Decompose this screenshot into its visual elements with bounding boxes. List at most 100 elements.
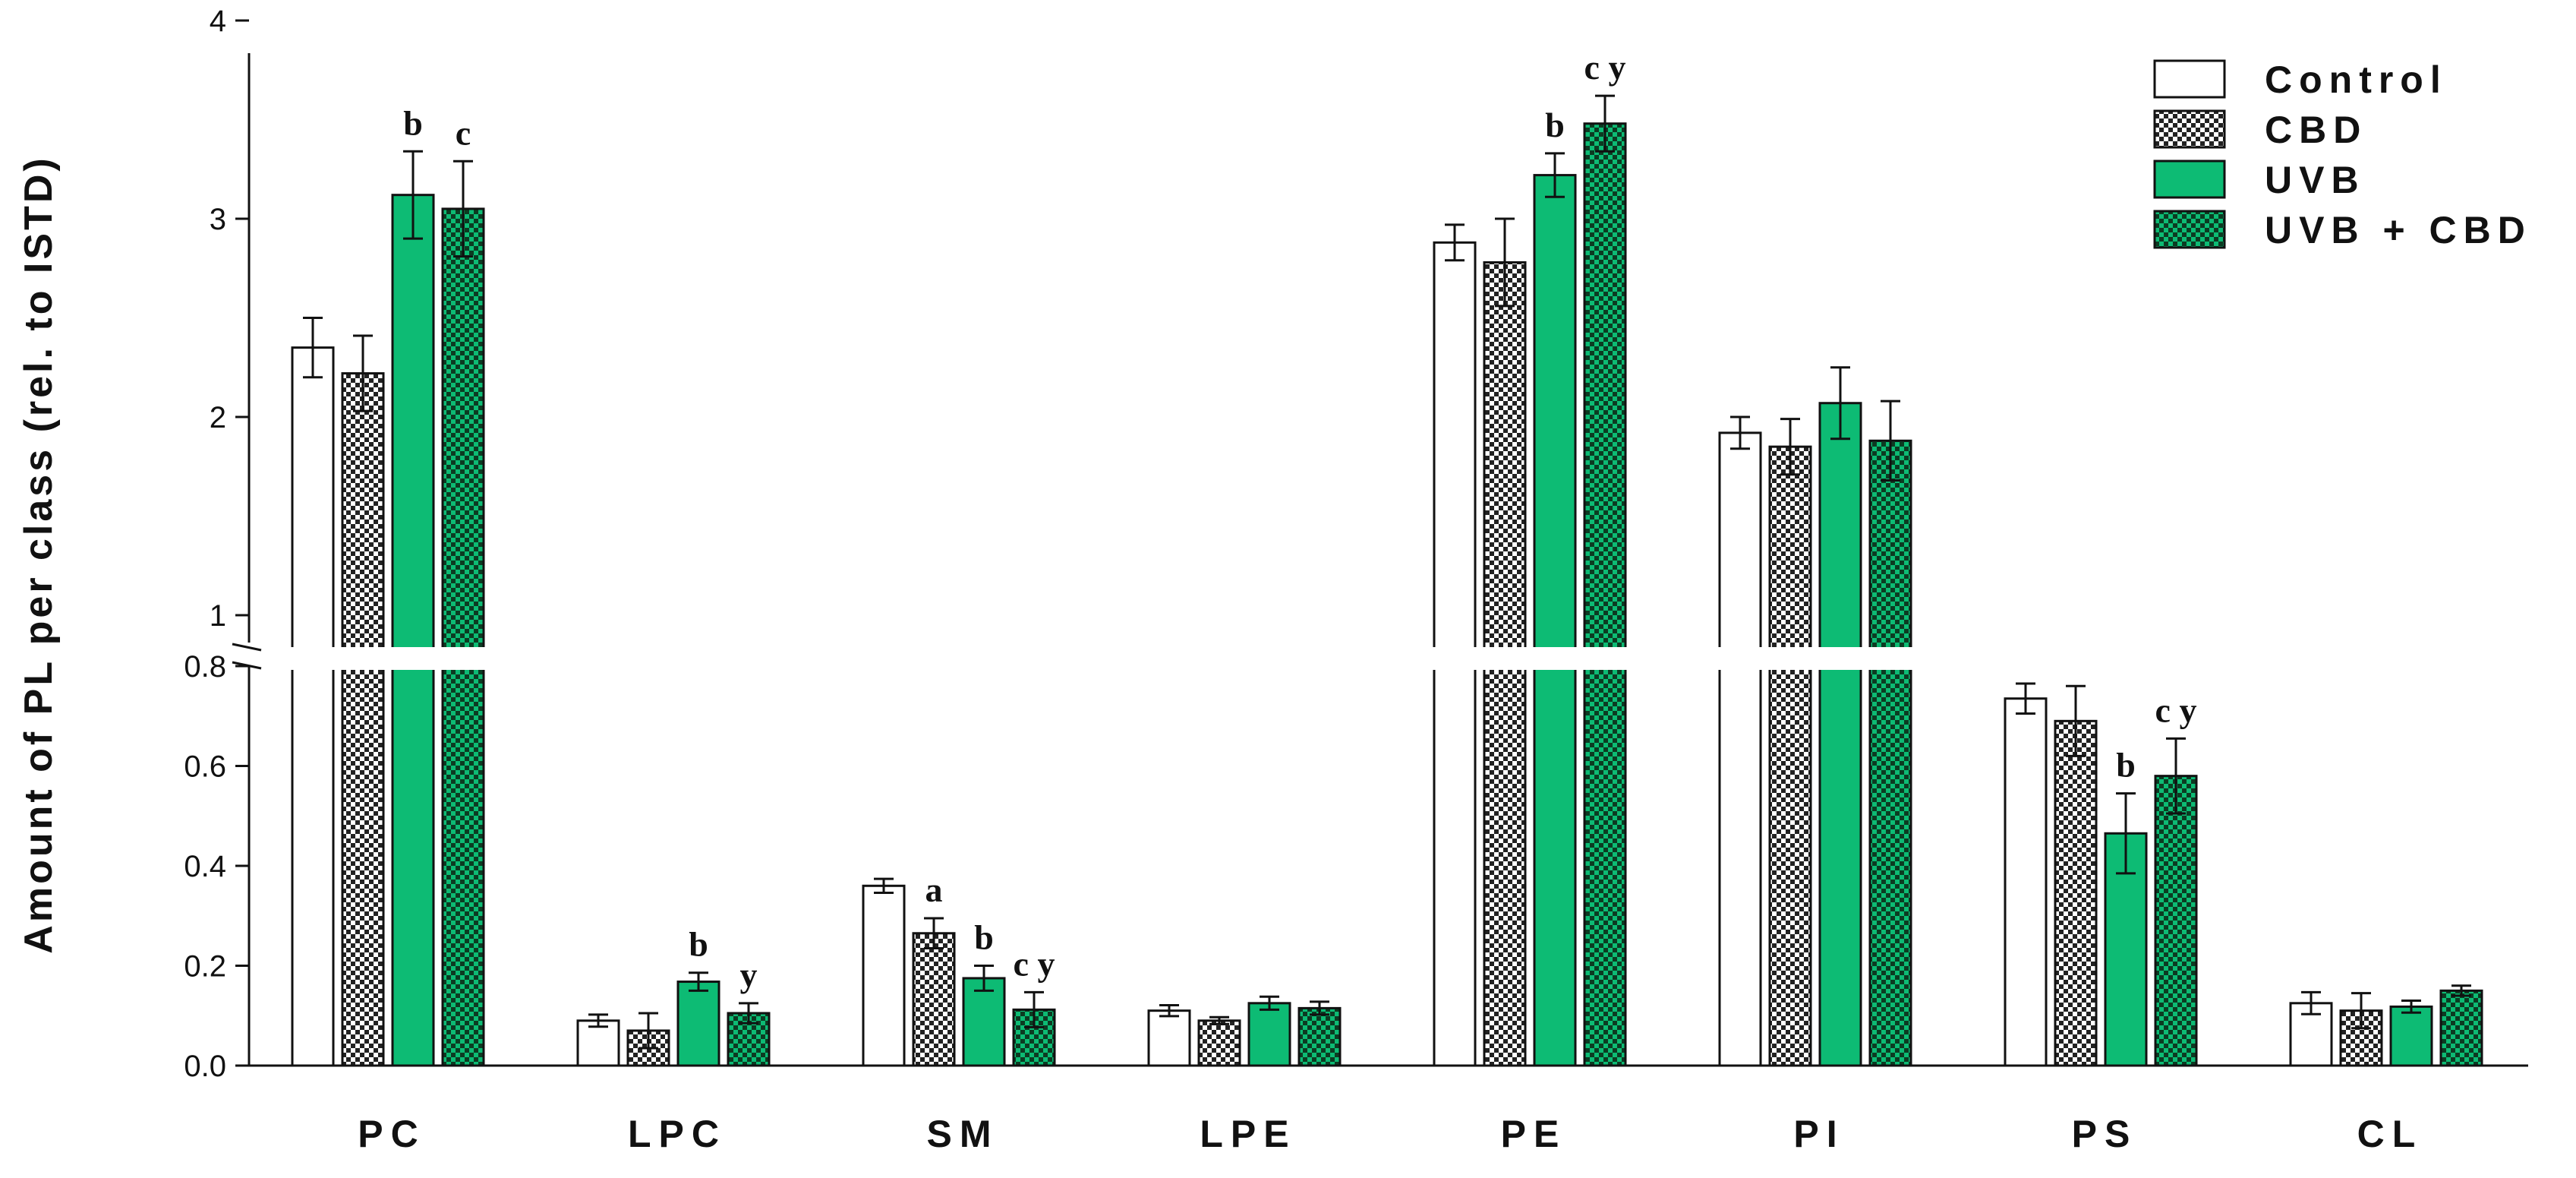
y-tick-label: 0.4 [184, 850, 226, 883]
y-tick-label: 0.8 [184, 650, 226, 684]
bar-pi-uvb [1818, 402, 1862, 1067]
bar-pc-cbd [341, 372, 385, 1067]
bar-ps-cbd [2054, 719, 2098, 1067]
error-bar [303, 317, 323, 379]
bar-pc-control [291, 346, 335, 1067]
error-bar [1595, 94, 1615, 153]
significance-label: c y [2155, 690, 2197, 729]
x-tick-label-pi: PI [1793, 1113, 1844, 1155]
legend-item: UVB + CBD [2153, 209, 2532, 251]
axes-layer [232, 19, 2528, 1067]
error-bar [1780, 418, 1800, 476]
error-bar [2066, 684, 2086, 757]
legend-label: Control [2265, 58, 2448, 101]
error-bar [1310, 1000, 1329, 1016]
legend-item: Control [2153, 58, 2448, 101]
bar-ps-control [2004, 697, 2048, 1067]
y-tick-label: 0.0 [184, 1050, 226, 1083]
error-bar [1730, 415, 1750, 450]
legend-swatch [2153, 210, 2226, 249]
error-bar [453, 159, 473, 258]
error-bar [1024, 990, 1044, 1028]
legend-label: CBD [2265, 109, 2367, 151]
bar-pe-uvb-cbd [1583, 122, 1627, 1067]
bar-pi-cbd [1768, 445, 1812, 1067]
y-tick-label: 3 [210, 203, 226, 236]
legend-label: UVB + CBD [2265, 209, 2532, 251]
error-bar [638, 1012, 658, 1050]
error-bar [2401, 1000, 2421, 1014]
break-band [219, 647, 2536, 670]
break-mark-top [232, 643, 262, 652]
legend-swatch [2153, 159, 2226, 199]
legend-item: UVB [2153, 159, 2366, 201]
significance-label: c y [1584, 48, 1626, 87]
error-bar [974, 965, 994, 992]
x-tick-label-pc: PC [358, 1113, 425, 1155]
x-tick-label-lpe: LPE [1200, 1113, 1296, 1155]
error-bar [1445, 223, 1465, 262]
error-bar [1830, 366, 1850, 441]
bar-sm-uvb [962, 977, 1006, 1067]
error-bar [1495, 217, 1515, 308]
error-bar [1260, 995, 1279, 1011]
significance-label: c [456, 113, 471, 152]
significance-label: b [974, 918, 994, 957]
legend-swatch [2153, 59, 2226, 99]
bars-layer [291, 122, 2483, 1067]
x-tick-label-cl: CL [2357, 1113, 2423, 1155]
bar-lpc-uvb [676, 981, 720, 1067]
error-bar [1159, 1003, 1179, 1018]
error-bar [874, 877, 894, 895]
y-tick-label: 2 [210, 401, 226, 434]
y-tick-label: 0.6 [184, 750, 226, 784]
y-tick-label: 4 [210, 5, 226, 38]
significance-label: b [1545, 106, 1565, 144]
error-bar [353, 334, 373, 412]
bar-lpe-uvb [1247, 1002, 1291, 1067]
bar-pi-control [1718, 431, 1762, 1067]
bar-pc-uvb-cbd [441, 207, 485, 1067]
bar-cl-uvb [2389, 1005, 2433, 1067]
significance-label: b [689, 925, 708, 964]
error-bar [1881, 400, 1900, 482]
significance-label: b [403, 103, 423, 142]
y-axis-label: Amount of PL per class (rel. to ISTD) [17, 155, 61, 953]
error-bar [2016, 682, 2035, 715]
significance-label: a [925, 870, 943, 909]
error-bars-layer [303, 94, 2471, 1050]
error-bar [2116, 792, 2136, 875]
y-tick-label: 0.2 [184, 950, 226, 984]
y-tick-label: 1 [210, 599, 226, 633]
error-bar [588, 1013, 608, 1028]
error-bar [2451, 984, 2471, 997]
bar-lpe-uvb-cbd [1297, 1006, 1342, 1067]
significance-label: b [2116, 746, 2136, 785]
legend-item: CBD [2153, 109, 2367, 151]
bar-sm-cbd [912, 932, 956, 1067]
bar-sm-control [862, 884, 906, 1067]
x-tick-label-lpc: LPC [628, 1113, 727, 1155]
axis-break-gap [219, 647, 2536, 670]
error-bar [1209, 1015, 1229, 1025]
legend-swatch [2153, 109, 2226, 149]
bar-lpe-cbd [1197, 1019, 1241, 1067]
error-bar [403, 150, 423, 240]
x-tick-label-ps: PS [2072, 1113, 2138, 1155]
error-bar [2166, 737, 2186, 815]
bar-pi-uvb-cbd [1868, 439, 1912, 1067]
error-bar [2351, 992, 2371, 1030]
error-bar [689, 971, 708, 992]
legend-label: UVB [2265, 159, 2366, 201]
significance-label: y [740, 955, 758, 994]
error-bar [2301, 990, 2321, 1015]
bar-pe-uvb [1533, 174, 1577, 1067]
bar-pc-uvb [391, 194, 435, 1067]
bar-ps-uvb-cbd [2154, 775, 2198, 1067]
error-bar [924, 917, 944, 949]
bar-cl-uvb-cbd [2439, 989, 2483, 1067]
error-bar [1545, 152, 1565, 198]
error-bar [739, 1002, 758, 1025]
